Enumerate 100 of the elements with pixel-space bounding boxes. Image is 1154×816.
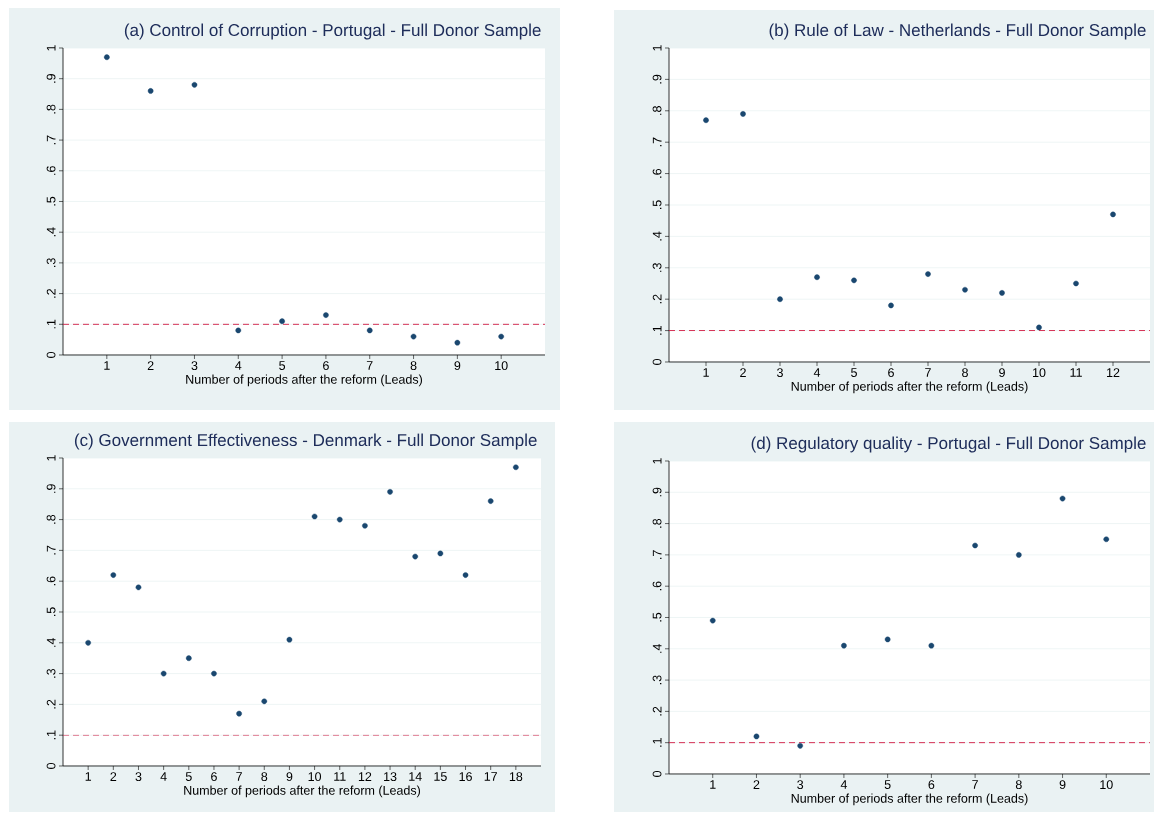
y-tick-label: .3	[652, 263, 662, 272]
x-axis-title: Number of periods after the reform (Leads)	[184, 785, 420, 798]
chart-title: (b) Rule of Law - Netherlands - Full Donor Sample	[769, 23, 1146, 40]
x-tick-label: 3	[135, 772, 142, 782]
x-axis-title: Number of periods after the reform (Leads)	[791, 793, 1028, 806]
x-tick-label: 12	[1107, 368, 1120, 377]
x-tick-label: 8	[261, 772, 268, 782]
x-tick-label: 3	[777, 368, 783, 378]
x-tick-label: 4	[160, 772, 167, 781]
x-tick-label: 4	[235, 361, 242, 370]
x-tick-label: 10	[1033, 368, 1046, 378]
x-tick-label: 9	[454, 361, 461, 371]
y-tick-label: .4	[652, 643, 662, 653]
y-tick-label: .8	[46, 514, 56, 524]
y-tick-label: .4	[46, 637, 56, 647]
y-tick-label: .7	[652, 137, 662, 147]
x-tick-label: 8	[410, 361, 417, 371]
x-tick-label: 10	[308, 772, 322, 782]
y-tick-label: .2	[46, 289, 56, 298]
x-tick-label: 12	[358, 772, 372, 781]
y-tick-label: .7	[46, 135, 56, 145]
x-tick-label: 13	[384, 772, 397, 782]
y-tick-label: .5	[652, 612, 662, 622]
x-tick-label: 6	[888, 368, 894, 378]
x-tick-label: 6	[211, 772, 217, 782]
x-tick-label: 10	[1100, 780, 1113, 790]
x-tick-label: 5	[851, 368, 857, 377]
x-tick-label: 17	[484, 772, 498, 781]
x-tick-label: 7	[236, 772, 242, 781]
x-tick-label: 16	[459, 772, 472, 782]
y-tick-label: .7	[652, 550, 662, 559]
y-tick-label: .5	[46, 607, 56, 617]
x-tick-label: 1	[104, 361, 110, 370]
y-tick-label: 1	[46, 45, 56, 51]
y-tick-label: .1	[46, 319, 56, 329]
y-tick-label: .3	[46, 668, 56, 678]
x-tick-label: 3	[797, 780, 804, 790]
y-tick-label: .7	[46, 545, 56, 555]
y-tick-label: .6	[652, 168, 662, 178]
x-tick-label: 10	[495, 361, 508, 371]
x-tick-label: 2	[740, 368, 746, 377]
x-tick-label: 9	[286, 772, 293, 782]
x-tick-label: 2	[753, 780, 760, 789]
x-tick-label: 14	[409, 772, 422, 781]
y-tick-label: .3	[46, 258, 56, 267]
x-tick-label: 11	[334, 772, 346, 781]
y-tick-label: .8	[652, 106, 662, 115]
y-tick-label: .6	[46, 166, 56, 175]
x-axis-title: Number of periods after the reform (Leads)	[186, 374, 422, 387]
x-tick-label: 1	[710, 780, 716, 789]
y-tick-label: 0	[652, 771, 662, 777]
x-tick-label: 2	[147, 361, 154, 370]
x-tick-label: 4	[813, 368, 821, 377]
y-tick-label: .4	[652, 231, 662, 241]
x-tick-label: 3	[191, 361, 198, 371]
chart-title: (a) Control of Corruption - Portugal - Full Donor Sample	[124, 23, 541, 40]
x-axis-title: Number of periods after the reform (Leads)	[791, 381, 1028, 394]
y-tick-label: .9	[652, 487, 662, 497]
y-tick-label: .4	[46, 227, 56, 237]
x-tick-label: 2	[110, 772, 117, 781]
x-tick-label: 5	[884, 780, 891, 789]
y-tick-label: .2	[652, 294, 662, 304]
y-tick-label: 1	[652, 45, 662, 51]
chart-title: (c) Government Effectiveness - Denmark - Full Donor Sample	[74, 433, 537, 450]
y-tick-label: .1	[46, 730, 56, 740]
y-tick-label: .3	[652, 675, 662, 685]
x-tick-label: 11	[1070, 368, 1082, 377]
x-tick-label: 1	[703, 368, 709, 377]
y-tick-label: 0	[46, 763, 56, 769]
y-tick-label: .5	[652, 200, 662, 210]
y-tick-label: 1	[46, 455, 56, 461]
y-tick-label: .9	[46, 484, 56, 493]
x-tick-label: 7	[972, 780, 978, 789]
chart-title: (d) Regulatory quality - Portugal - Full Donor Sample	[751, 436, 1146, 453]
x-tick-label: 6	[928, 780, 935, 790]
y-tick-label: 1	[652, 458, 662, 464]
x-tick-label: 4	[840, 780, 848, 789]
y-tick-label: .9	[652, 74, 662, 84]
y-tick-label: .8	[652, 518, 662, 528]
x-tick-label: 8	[1015, 780, 1022, 790]
y-tick-label: .1	[652, 325, 662, 335]
y-tick-label: 0	[46, 352, 56, 358]
x-tick-label: 15	[434, 772, 447, 781]
x-tick-label: 7	[366, 361, 373, 370]
y-tick-label: .2	[652, 706, 662, 716]
x-tick-label: 5	[279, 361, 286, 370]
y-tick-label: .9	[46, 74, 56, 83]
y-tick-label: .6	[652, 581, 662, 591]
y-tick-label: .2	[46, 699, 56, 709]
y-tick-label: .6	[46, 576, 56, 586]
y-tick-label: .8	[46, 104, 56, 114]
x-tick-label: 7	[925, 368, 931, 377]
x-tick-label: 6	[323, 361, 329, 371]
x-tick-label: 8	[962, 368, 968, 378]
y-tick-label: 0	[652, 359, 662, 365]
y-tick-label: .5	[46, 196, 56, 206]
x-tick-label: 5	[185, 772, 192, 781]
x-tick-label: 9	[999, 368, 1005, 378]
x-tick-label: 9	[1059, 780, 1066, 790]
x-tick-label: 1	[85, 772, 92, 781]
